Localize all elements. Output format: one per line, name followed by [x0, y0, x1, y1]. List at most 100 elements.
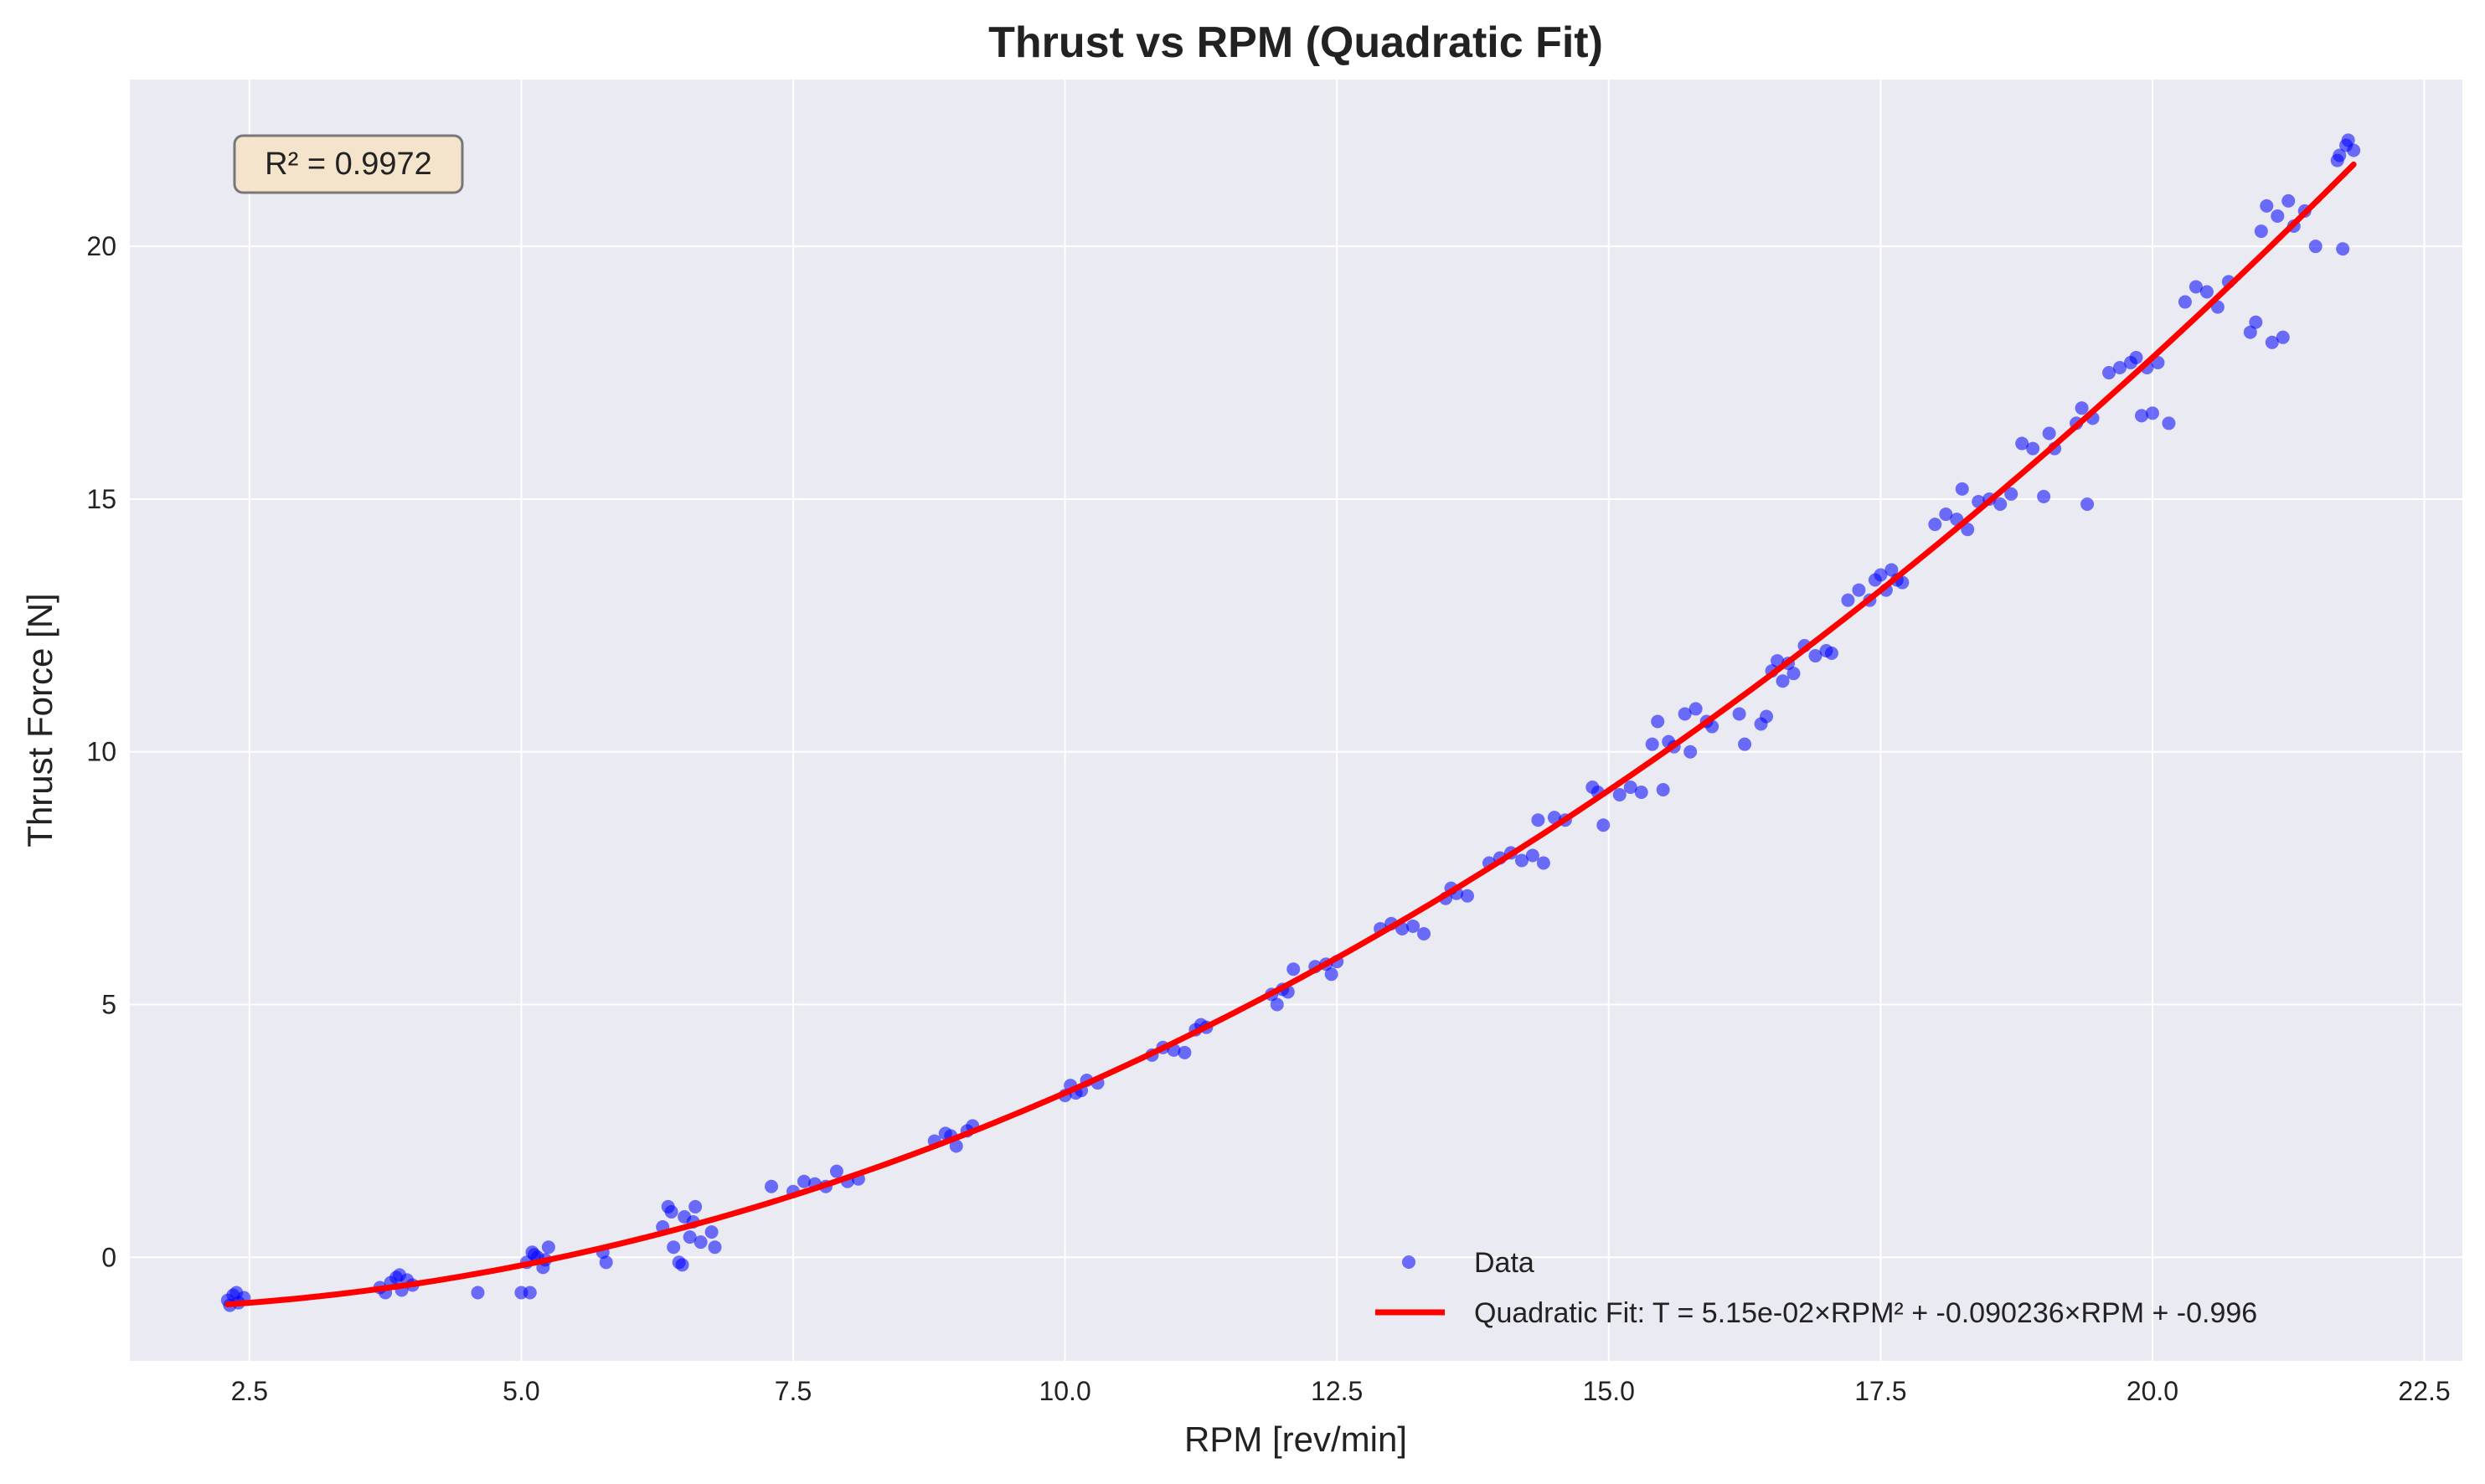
data-point	[2276, 330, 2290, 344]
data-point	[2129, 350, 2143, 364]
data-point	[2004, 487, 2018, 501]
data-point	[675, 1258, 689, 1272]
data-point	[2145, 406, 2159, 420]
data-point	[2265, 335, 2279, 349]
data-point	[1738, 737, 1752, 751]
data-point	[1324, 967, 1338, 982]
data-point	[2199, 285, 2214, 299]
data-point	[541, 1240, 555, 1255]
data-point	[708, 1240, 722, 1255]
x-tick-label: 15.0	[1583, 1376, 1635, 1406]
data-point	[2254, 224, 2268, 239]
data-point	[1417, 927, 1431, 940]
data-point	[765, 1179, 779, 1193]
data-point	[2080, 497, 2095, 511]
data-point	[1824, 647, 1838, 661]
x-axis-label: RPM [rev/min]	[1184, 1420, 1407, 1459]
x-tick-label: 10.0	[1039, 1376, 1090, 1406]
data-point	[2037, 489, 2051, 503]
data-point	[949, 1139, 963, 1153]
data-point	[1460, 889, 1474, 903]
data-point	[392, 1268, 406, 1282]
r-squared-box	[233, 134, 464, 194]
legend-data-label: Data	[1474, 1247, 1534, 1279]
x-tick-label: 2.5	[231, 1376, 268, 1406]
data-point	[1612, 788, 1627, 802]
data-point	[1286, 962, 1301, 976]
x-tick-label: 7.5	[775, 1376, 812, 1406]
fit-curve-layer	[224, 161, 2357, 1307]
data-point	[1645, 737, 1659, 751]
data-point	[527, 1248, 541, 1262]
data-point	[664, 1204, 678, 1219]
data-point	[1683, 745, 1698, 759]
grid-lines	[130, 80, 2462, 1361]
data-point	[2189, 280, 2203, 294]
data-point	[2075, 401, 2089, 415]
data-point	[2243, 325, 2257, 339]
data-point	[1732, 707, 1746, 721]
data-point	[1776, 674, 1790, 688]
data-point	[2162, 416, 2176, 430]
legend-fit-label: Quadratic Fit: T = 5.15e-02×RPM² + -0.09…	[1474, 1297, 2257, 1329]
data-point	[1406, 919, 1420, 933]
x-tick-label: 20.0	[2127, 1376, 2178, 1406]
data-point	[1786, 667, 1801, 681]
data-point	[599, 1255, 613, 1270]
data-point	[2134, 409, 2148, 423]
data-point	[2339, 138, 2354, 152]
data-point	[667, 1240, 681, 1255]
y-tick-label: 5	[101, 989, 116, 1019]
y-tick-label: 20	[86, 231, 116, 261]
data-point	[1536, 856, 1550, 870]
data-point	[2271, 209, 2285, 223]
legend: Data Quadratic Fit: T = 5.15e-02×RPM² + …	[1375, 1247, 2257, 1329]
data-point	[1178, 1045, 1192, 1059]
data-point	[829, 1164, 843, 1178]
data-point	[1841, 593, 1855, 607]
r-squared-text: R² = 0.9972	[265, 147, 432, 182]
data-point	[1688, 702, 1703, 716]
data-point	[1884, 563, 1899, 577]
data-point	[2260, 198, 2274, 213]
data-point	[2249, 315, 2263, 329]
data-point	[1993, 497, 2008, 511]
x-tick-label: 17.5	[1854, 1376, 1906, 1406]
data-point	[1270, 997, 1284, 1012]
y-tick-label: 0	[101, 1242, 116, 1272]
data-point	[693, 1235, 708, 1250]
data-point	[1656, 782, 1670, 796]
data-point	[1928, 518, 1942, 532]
data-point	[1874, 568, 1888, 582]
x-tick-label: 5.0	[503, 1376, 539, 1406]
data-point	[2178, 295, 2192, 309]
legend-data-marker	[1402, 1255, 1415, 1269]
data-point	[2333, 148, 2347, 162]
data-point	[523, 1286, 537, 1300]
chart-title: Thrust vs RPM (Quadratic Fit)	[988, 18, 1603, 67]
data-point	[2281, 193, 2296, 208]
y-tick-labels: 0 5 10 15 20	[86, 231, 116, 1272]
data-point	[229, 1286, 244, 1300]
data-point	[1939, 508, 1953, 522]
data-point	[2308, 240, 2323, 254]
data-point	[1531, 813, 1545, 827]
data-point	[688, 1199, 703, 1213]
data-point	[2042, 426, 2056, 441]
plot-background	[130, 80, 2462, 1361]
x-tick-labels: 2.5 5.0 7.5 10.0 12.5 15.0 17.5 20.0 22.5	[231, 1376, 2451, 1406]
x-tick-label: 22.5	[2398, 1376, 2450, 1406]
data-point	[797, 1174, 811, 1188]
data-point	[1596, 818, 1611, 832]
data-point	[1623, 780, 1637, 794]
data-point	[2113, 361, 2127, 375]
data-point	[1525, 848, 1539, 863]
data-point	[1760, 709, 1774, 724]
data-point	[683, 1230, 697, 1244]
data-point	[1955, 482, 1969, 496]
data-point	[2336, 242, 2350, 256]
data-point	[704, 1225, 719, 1239]
y-tick-label: 10	[86, 737, 116, 767]
data-point	[1678, 707, 1692, 721]
fit-curve	[224, 161, 2357, 1307]
